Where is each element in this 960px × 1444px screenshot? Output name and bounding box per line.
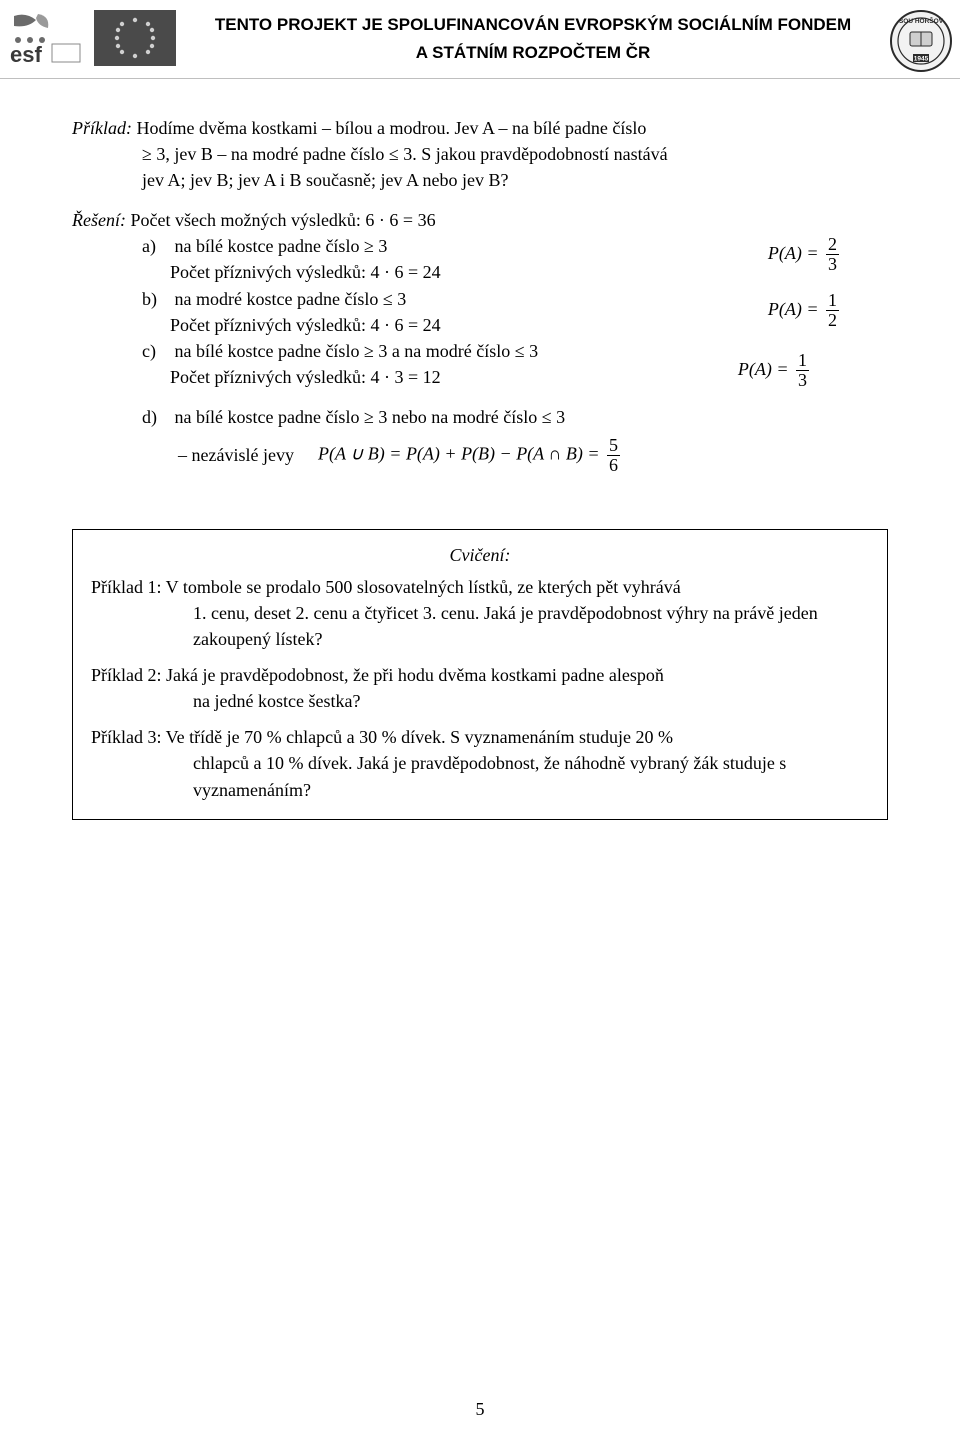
solution-intro-text: Počet všech možných výsledků: 6 · 6 = 36 bbox=[126, 210, 436, 230]
item-a-sub: Počet příznivých výsledků: 4 · 6 = 24 bbox=[72, 259, 888, 285]
item-d-formula-line: – nezávislé jevy P(A ∪ B) = P(A) + P(B) … bbox=[72, 436, 888, 475]
solution-intro: Řešení: Počet všech možných výsledků: 6 … bbox=[72, 207, 888, 233]
exercise-2-line2: na jedné kostce šestka? bbox=[91, 688, 869, 714]
exercise-1-line1: Příklad 1: V tombole se prodalo 500 slos… bbox=[91, 574, 869, 600]
formula-pa2: P(A) = 12 bbox=[768, 291, 842, 330]
formula-pa3: P(A) = 13 bbox=[738, 351, 812, 390]
exercise-3: Příklad 3: Ve třídě je 70 % chlapců a 30… bbox=[91, 724, 869, 802]
page-header: esf TENTO PROJEKT JE SPOLUFINANCOVÁN EVR… bbox=[0, 0, 960, 79]
exercises-title: Cvičení: bbox=[91, 542, 869, 568]
solution-label: Řešení: bbox=[72, 210, 126, 230]
header-title: TENTO PROJEKT JE SPOLUFINANCOVÁN EVROPSK… bbox=[188, 10, 878, 65]
item-b-sub: Počet příznivých výsledků: 4 · 6 = 24 bbox=[72, 312, 888, 338]
item-a: a) na bílé kostce padne číslo ≥ 3 bbox=[72, 233, 888, 259]
union-formula: P(A ∪ B) = P(A) + P(B) − P(A ∩ B) = 56 bbox=[318, 436, 623, 475]
svg-text:SOU HORŠOV: SOU HORŠOV bbox=[899, 16, 944, 25]
independent-events-label: – nezávislé jevy bbox=[142, 442, 294, 468]
formula-pa1: P(A) = 23 bbox=[768, 235, 842, 274]
example-text2: ≥ 3, jev B – na modré padne číslo ≤ 3. S… bbox=[72, 141, 888, 167]
exercises-box: Cvičení: Příklad 1: V tombole se prodalo… bbox=[72, 529, 888, 820]
esf-logo-icon: esf bbox=[8, 10, 82, 66]
exercise-3-line1: Příklad 3: Ve třídě je 70 % chlapců a 30… bbox=[91, 724, 869, 750]
example-text1: Hodíme dvěma kostkami – bílou a modrou. … bbox=[132, 118, 646, 138]
item-b: b) na modré kostce padne číslo ≤ 3 bbox=[72, 286, 888, 312]
esf-text: esf bbox=[10, 42, 42, 66]
page-number: 5 bbox=[0, 1396, 960, 1422]
exercise-1: Příklad 1: V tombole se prodalo 500 slos… bbox=[91, 574, 869, 652]
example-line1: Příklad: Hodíme dvěma kostkami – bílou a… bbox=[72, 115, 888, 141]
header-line1: TENTO PROJEKT JE SPOLUFINANCOVÁN EVROPSK… bbox=[188, 12, 878, 38]
example-text3: jev A; jev B; jev A i B současně; jev A … bbox=[72, 167, 888, 193]
eu-flag-icon bbox=[94, 10, 176, 66]
exercise-2-line1: Příklad 2: Jaká je pravděpodobnost, že p… bbox=[91, 662, 869, 688]
example-block: Příklad: Hodíme dvěma kostkami – bílou a… bbox=[72, 115, 888, 193]
solution-block: Řešení: Počet všech možných výsledků: 6 … bbox=[72, 207, 888, 475]
exercise-2: Příklad 2: Jaká je pravděpodobnost, že p… bbox=[91, 662, 869, 714]
header-line2: A STÁTNÍM ROZPOČTEM ČR bbox=[188, 40, 878, 66]
example-label: Příklad: bbox=[72, 118, 132, 138]
exercise-1-line2: 1. cenu, deset 2. cenu a čtyřicet 3. cen… bbox=[91, 600, 869, 652]
page-content: Příklad: Hodíme dvěma kostkami – bílou a… bbox=[0, 79, 960, 820]
school-year: 1945 bbox=[914, 56, 929, 63]
item-d: d) na bílé kostce padne číslo ≥ 3 nebo n… bbox=[72, 404, 888, 430]
exercise-3-line2: chlapců a 10 % dívek. Jaká je pravděpodo… bbox=[91, 750, 869, 802]
school-seal-icon: SOU HORŠOV 1945 bbox=[890, 10, 952, 72]
